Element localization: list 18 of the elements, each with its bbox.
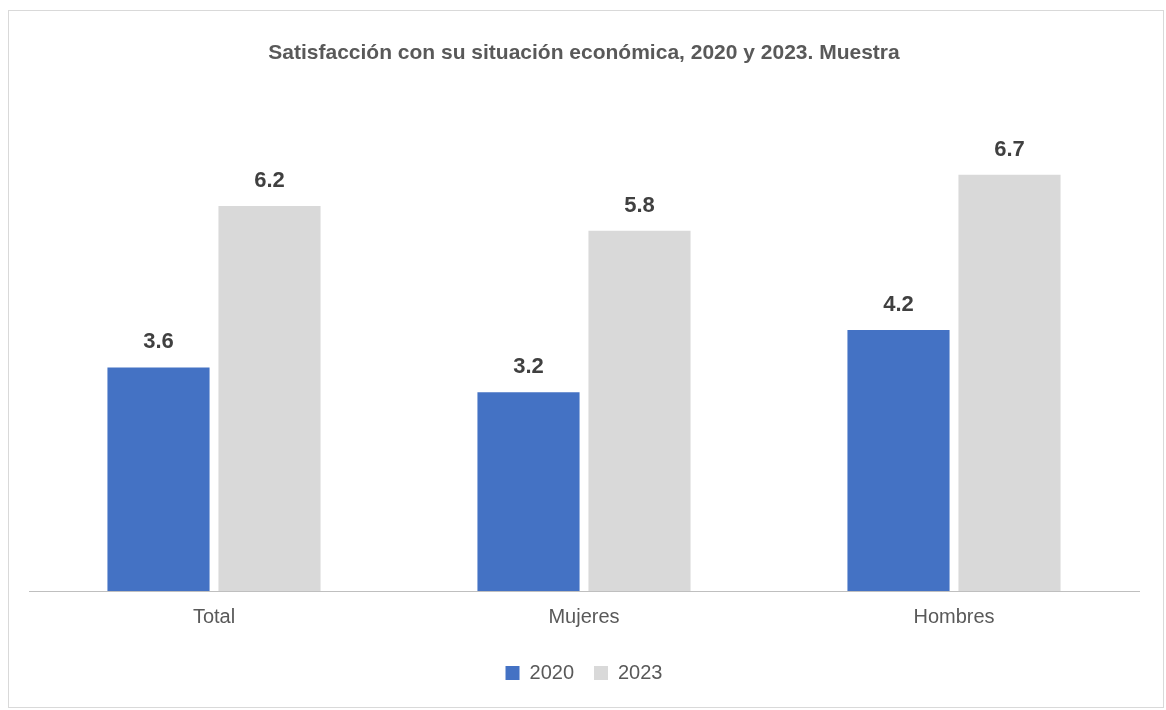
data-label: 3.2 — [513, 353, 544, 379]
bar — [847, 330, 950, 591]
x-tick-label: Hombres — [913, 604, 995, 627]
x-tick-label: Total — [192, 604, 236, 627]
bar — [958, 174, 1061, 591]
data-label: 6.2 — [254, 166, 285, 192]
data-label: 5.8 — [624, 191, 655, 217]
legend-label: 2023 — [618, 660, 663, 683]
data-label: 3.6 — [143, 328, 174, 354]
bar — [477, 392, 580, 591]
bar — [107, 367, 210, 591]
data-label: 4.2 — [883, 291, 914, 317]
legend-label: 2020 — [529, 660, 575, 683]
bar — [218, 205, 321, 591]
bar — [588, 230, 691, 591]
data-label: 6.7 — [994, 135, 1025, 161]
chart-title: Satisfacción con su situación económica, 2020 y 2023. Muestra — [268, 40, 901, 64]
x-tick-label: Mujeres — [548, 604, 620, 627]
